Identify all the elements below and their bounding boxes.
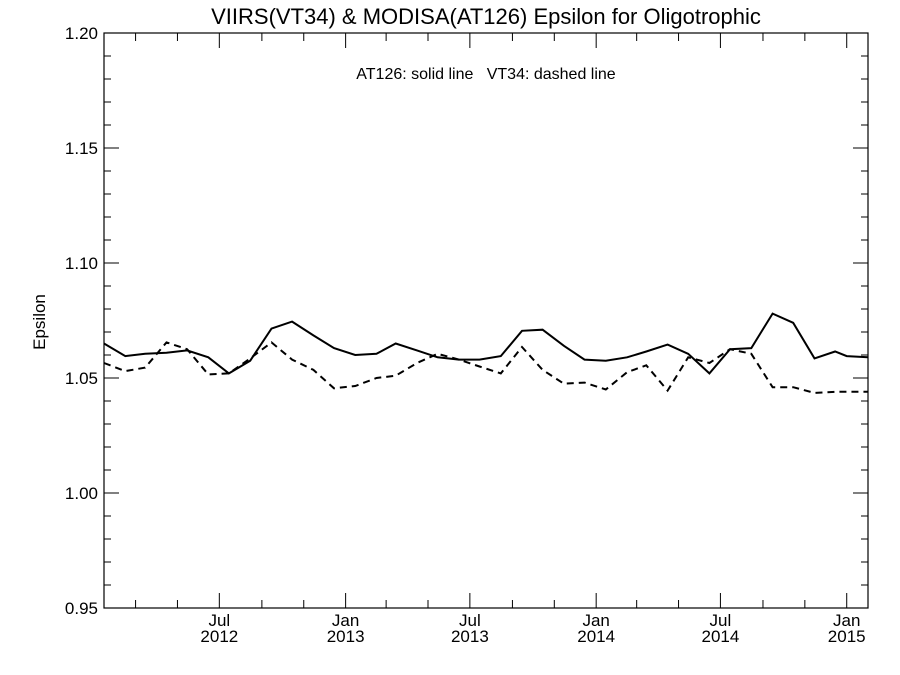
y-tick-label: 1.15 — [65, 139, 98, 158]
x-tick-month-label: Jul — [459, 611, 481, 630]
x-tick-year-label: 2013 — [327, 627, 365, 646]
series-line-vt34 — [103, 341, 868, 394]
series-line-at126 — [103, 312, 869, 375]
plot-frame — [103, 32, 869, 609]
x-tick-month-label: Jul — [208, 611, 230, 630]
axis-ticks: 0.951.001.051.101.151.20Jul2012Jan2013Ju… — [65, 24, 868, 646]
y-tick-label: 1.00 — [65, 484, 98, 503]
y-tick-label: 1.10 — [65, 254, 98, 273]
x-tick-year-label: 2012 — [200, 627, 238, 646]
x-tick-year-label: 2014 — [577, 627, 615, 646]
chart-title: VIIRS(VT34) & MODISA(AT126) Epsilon for … — [211, 4, 761, 29]
x-tick-year-label: 2014 — [702, 627, 740, 646]
x-tick-month-label: Jul — [710, 611, 732, 630]
x-tick-month-label: Jan — [332, 611, 359, 630]
line-style-annotation: AT126: solid line VT34: dashed line — [356, 66, 616, 83]
y-axis-label: Epsilon — [30, 294, 49, 350]
x-tick-year-label: 2013 — [451, 627, 489, 646]
x-tick-month-label: Jan — [582, 611, 609, 630]
y-tick-label: 1.20 — [65, 24, 98, 43]
y-tick-label: 0.95 — [65, 599, 98, 618]
y-tick-label: 1.05 — [65, 369, 98, 388]
series-group — [103, 312, 869, 394]
x-tick-month-label: Jan — [833, 611, 860, 630]
x-tick-year-label: 2015 — [828, 627, 866, 646]
